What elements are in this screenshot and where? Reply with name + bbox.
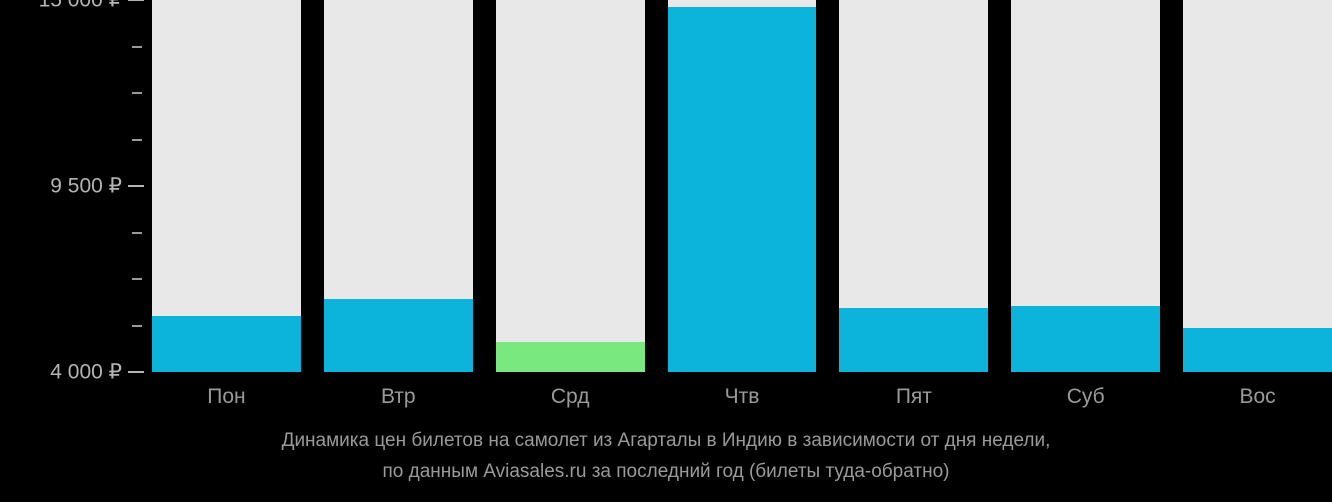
y-axis-tick-mark	[128, 185, 144, 187]
y-axis-minor-tick	[132, 45, 142, 48]
bar-column[interactable]	[152, 0, 301, 372]
x-axis-label-втр: Втр	[380, 385, 416, 408]
y-axis-minor-tick	[132, 324, 142, 327]
x-axis-label-срд: Срд	[550, 385, 590, 408]
y-axis-minor-tick	[132, 92, 142, 94]
x-axis: Пон Втр Срд Чтв Пят Суб Вос	[152, 372, 1332, 422]
bar-column[interactable]	[839, 0, 989, 372]
bar-column[interactable]	[1183, 0, 1332, 372]
bar-column[interactable]	[323, 0, 473, 372]
y-axis-tick-label: 9 500 ₽	[50, 174, 122, 198]
bar-value[interactable]	[839, 307, 989, 372]
x-axis-label-пон: Пон	[207, 385, 246, 408]
bar-column[interactable]	[1011, 0, 1161, 372]
bar-column[interactable]	[495, 0, 645, 372]
y-axis-tick-mark	[128, 371, 144, 373]
bar-value[interactable]	[1183, 328, 1332, 372]
caption-line-1: Динамика цен билетов на самолет из Агарт…	[281, 430, 1051, 451]
bar-value[interactable]	[667, 6, 817, 372]
bar-value[interactable]	[152, 316, 301, 372]
bar-track	[1183, 0, 1332, 372]
x-axis-label-чтв: Чтв	[724, 385, 760, 408]
y-axis-minor-tick	[132, 278, 142, 280]
bar-track	[152, 0, 301, 372]
x-axis-label-вос: Вос	[1239, 385, 1276, 408]
bar-value[interactable]	[495, 341, 645, 372]
bar-value[interactable]	[1011, 306, 1161, 372]
y-axis-tick-mark	[128, 0, 144, 1]
y-axis-tick-label: 15 000 ₽	[38, 0, 122, 12]
y-axis-minor-tick	[132, 231, 142, 234]
bar-value[interactable]	[323, 299, 473, 372]
caption-line-2: по данным Aviasales.ru за последний год …	[382, 461, 950, 482]
x-axis-label-суб: Суб	[1066, 385, 1105, 408]
chart-caption: Динамика цен билетов на самолет из Агарт…	[0, 425, 1332, 487]
y-axis-minor-tick	[132, 138, 142, 141]
y-axis-tick-label: 4 000 ₽	[50, 360, 122, 384]
x-axis-label-пят: Пят	[895, 385, 932, 408]
bar-track	[495, 0, 645, 372]
bar-column[interactable]	[667, 0, 817, 372]
plot-area	[152, 0, 1332, 372]
y-axis: 15 000 ₽ 9 500 ₽ 4 000 ₽	[0, 0, 152, 384]
